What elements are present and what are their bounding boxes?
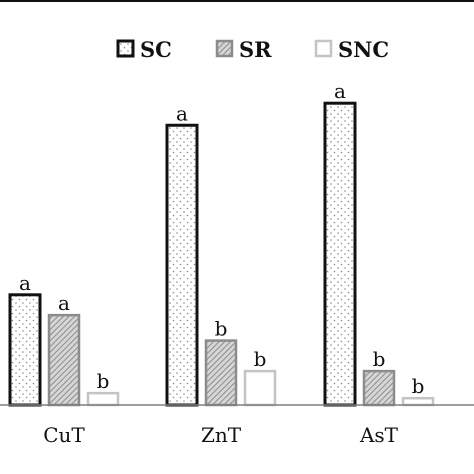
bar-sr-cut (47, 313, 81, 407)
bar-label-sr-ast: b (373, 347, 386, 371)
legend-swatch-sc (116, 39, 135, 58)
bar-snc-znt (243, 369, 277, 407)
legend: SC SR SNC (116, 37, 389, 62)
bar-label-sc-znt: a (176, 101, 188, 125)
x-tick-label-cut: CuT (43, 423, 85, 447)
bar-label-sr-znt: b (215, 317, 228, 341)
bar-label-sr-cut: a (58, 291, 70, 315)
bar-label-snc-ast: b (412, 374, 425, 398)
bar-snc-cut (86, 391, 120, 407)
bar-sc-znt (165, 123, 199, 407)
bar-snc-ast (401, 396, 435, 407)
bar-sc-cut (8, 293, 42, 407)
bar-label-sc-ast: a (334, 79, 346, 103)
legend-swatch-snc (314, 39, 333, 58)
x-tick-labels: CuT ZnT AsT (43, 423, 398, 447)
x-tick-label-znt: ZnT (201, 423, 242, 447)
bar-sr-znt (204, 339, 238, 407)
legend-label-sc: SC (140, 37, 172, 62)
x-tick-label-ast: AsT (359, 423, 399, 447)
bar-label-snc-cut: b (97, 369, 110, 393)
bar-sc-ast (323, 101, 357, 407)
legend-label-snc: SNC (338, 37, 389, 62)
bar-label-sc-cut: a (19, 271, 31, 295)
bar-sr-ast (362, 369, 396, 407)
legend-swatch-sr (215, 39, 234, 58)
legend-label-sr: SR (239, 37, 272, 62)
bar-label-snc-znt: b (254, 347, 267, 371)
bars: a a b a b b a b b (8, 79, 435, 407)
